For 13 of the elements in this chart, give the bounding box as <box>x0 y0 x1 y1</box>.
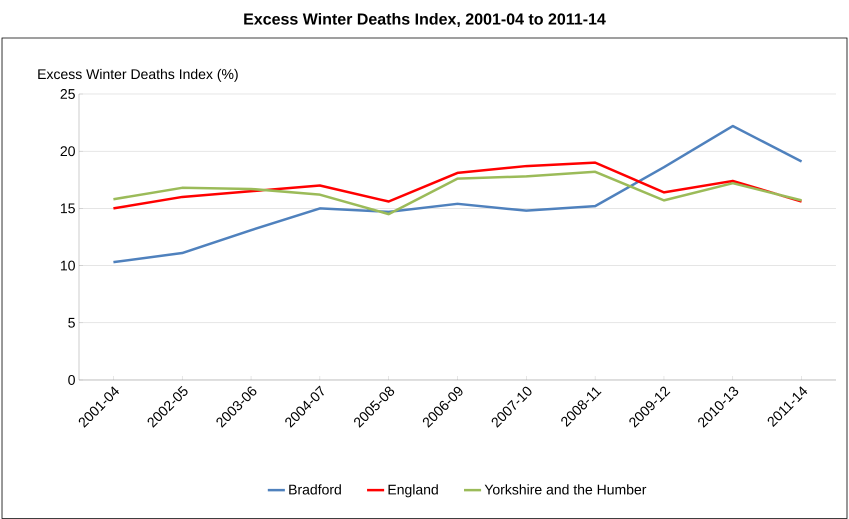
y-tick-label: 0 <box>68 375 75 385</box>
y-axis-title: Excess Winter Deaths Index (%) <box>38 68 238 82</box>
y-tick-label: 20 <box>60 146 75 156</box>
y-tick-label: 5 <box>68 318 75 328</box>
y-tick-label: 15 <box>60 204 75 214</box>
chart-title: Excess Winter Deaths Index, 2001-04 to 2011-14 <box>244 12 606 28</box>
legend-label: Yorkshire and the Humber <box>484 484 646 495</box>
y-tick-label: 25 <box>60 89 75 99</box>
line-series <box>112 124 803 264</box>
y-tick-label: 10 <box>60 260 75 271</box>
legend-label: England <box>388 484 438 498</box>
legend-label: Bradford <box>289 484 341 495</box>
line-series <box>112 170 803 216</box>
